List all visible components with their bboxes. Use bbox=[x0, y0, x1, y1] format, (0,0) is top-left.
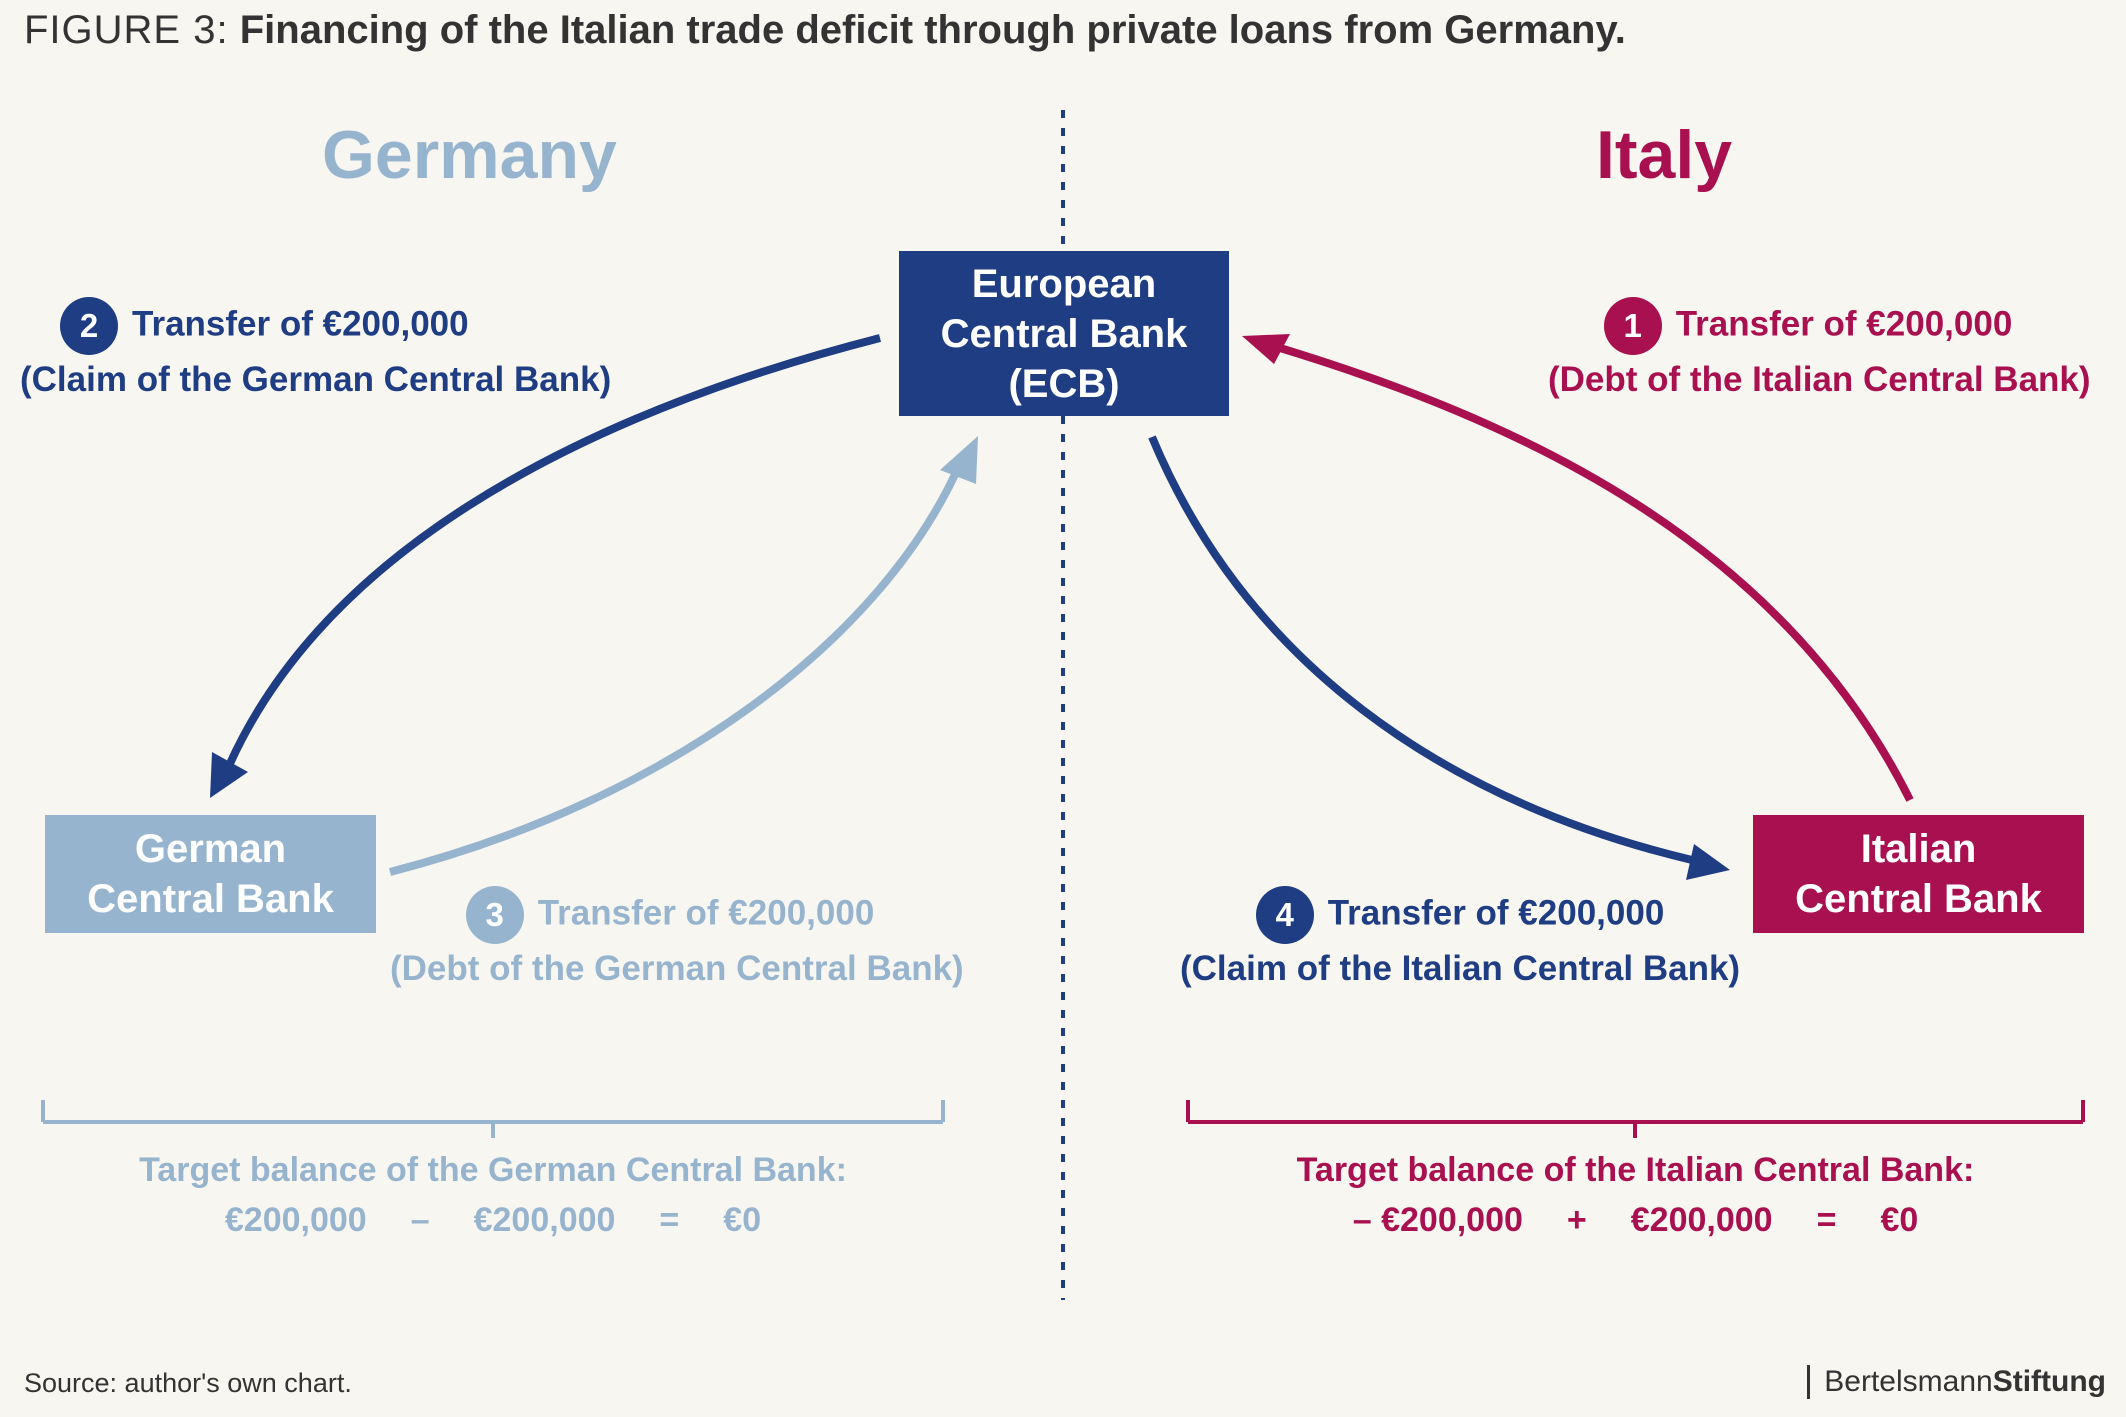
step-3-badge: 3 bbox=[465, 886, 524, 944]
source-note: Source: author's own chart. bbox=[24, 1368, 352, 1398]
italian-balance-equation: – €200,000 + €200,000 = €0 bbox=[1188, 1195, 2083, 1245]
german-operator-2: = bbox=[659, 1201, 680, 1239]
german-balance-label: Target balance of the German Central Ban… bbox=[139, 1151, 847, 1189]
arrow-3-head bbox=[940, 436, 978, 484]
transfer-3-line-2: (Debt of the German Central Bank) bbox=[390, 949, 964, 988]
transfer-3-line-1: Transfer of €200,000 bbox=[537, 893, 875, 933]
ecb-label-line-3: (ECB) bbox=[1008, 361, 1120, 406]
figure-title: FIGURE 3: Financing of the Italian trade… bbox=[24, 8, 1626, 53]
ecb-label-line-1: European bbox=[971, 261, 1157, 306]
german-operator-1: – bbox=[410, 1201, 430, 1239]
german-result: €0 bbox=[723, 1201, 762, 1239]
brand-logo: BertelsmannStiftung bbox=[1807, 1365, 2106, 1399]
step-1-badge: 1 bbox=[1603, 297, 1662, 355]
transfer-label-2: 2 Transfer of €200,000 (Claim of the Germ… bbox=[20, 297, 611, 405]
italian-operator-1: + bbox=[1566, 1201, 1587, 1239]
german-balance-equation: €200,000 – €200,000 = €0 bbox=[43, 1195, 943, 1245]
arrow-2-ecb-to-german bbox=[224, 334, 881, 770]
german-label-line-2: Central Bank bbox=[87, 877, 334, 921]
arrow-2-head bbox=[210, 752, 248, 798]
italian-label-line-1: Italian bbox=[1860, 827, 1977, 871]
german-label-line-1: German bbox=[134, 827, 287, 871]
italian-central-bank-box: Italian Central Bank bbox=[1753, 815, 2084, 933]
brand-part-1: Bertelsmann bbox=[1824, 1365, 1993, 1398]
transfer-4-line-2: (Claim of the Italian Central Bank) bbox=[1180, 949, 1741, 988]
german-balance-bracket bbox=[41, 1100, 945, 1138]
arrow-4-head bbox=[1686, 844, 1730, 880]
transfer-2-line-2: (Claim of the German Central Bank) bbox=[20, 360, 612, 399]
arrow-3-german-to-ecb bbox=[389, 466, 962, 876]
step-2-badge: 2 bbox=[60, 297, 118, 355]
ecb-box: European Central Bank (ECB) bbox=[899, 251, 1229, 416]
italian-term-1: – €200,000 bbox=[1352, 1201, 1523, 1239]
brand-part-2: Stiftung bbox=[1992, 1365, 2106, 1398]
transfer-label-1: 1 Transfer of €200,000 (Debt of the Itali… bbox=[1548, 297, 2091, 405]
german-target-balance: Target balance of the German Central Ban… bbox=[43, 1145, 943, 1245]
transfer-1-line-1: Transfer of €200,000 bbox=[1675, 304, 2013, 344]
arrow-4-ecb-to-italian bbox=[1148, 435, 1693, 864]
italian-operator-2: = bbox=[1816, 1201, 1837, 1239]
transfer-label-4: 4 Transfer of €200,000 (Claim of the Ital… bbox=[1180, 886, 1740, 994]
transfer-1-line-2: (Debt of the Italian Central Bank) bbox=[1548, 360, 2091, 399]
transfer-4-line-1: Transfer of €200,000 bbox=[1327, 893, 1665, 933]
italian-balance-label: Target balance of the Italian Central Ba… bbox=[1296, 1151, 1975, 1189]
column-title-italy: Italy bbox=[1596, 117, 1733, 193]
arrow-1-italian-to-ecb bbox=[1268, 341, 1914, 802]
italian-result: €0 bbox=[1880, 1201, 1919, 1239]
figure-number: FIGURE 3: bbox=[24, 8, 229, 52]
italian-balance-bracket bbox=[1186, 1100, 2085, 1138]
italian-label-line-2: Central Bank bbox=[1795, 877, 2042, 921]
german-term-1: €200,000 bbox=[224, 1201, 367, 1239]
german-term-2: €200,000 bbox=[473, 1201, 616, 1239]
italian-term-2: €200,000 bbox=[1630, 1201, 1773, 1239]
figure-title-text: Financing of the Italian trade deficit t… bbox=[239, 8, 1626, 52]
arrow-1-head bbox=[1242, 334, 1290, 364]
german-central-bank-box: German Central Bank bbox=[45, 815, 376, 933]
transfer-2-line-1: Transfer of €200,000 bbox=[132, 304, 469, 344]
column-title-germany: Germany bbox=[322, 117, 617, 193]
italian-target-balance: Target balance of the Italian Central Ba… bbox=[1188, 1145, 2083, 1245]
ecb-label-line-2: Central Bank bbox=[940, 311, 1188, 356]
step-4-badge: 4 bbox=[1255, 886, 1314, 944]
transfer-label-3: 3 Transfer of €200,000 (Debt of the Germa… bbox=[390, 886, 964, 994]
